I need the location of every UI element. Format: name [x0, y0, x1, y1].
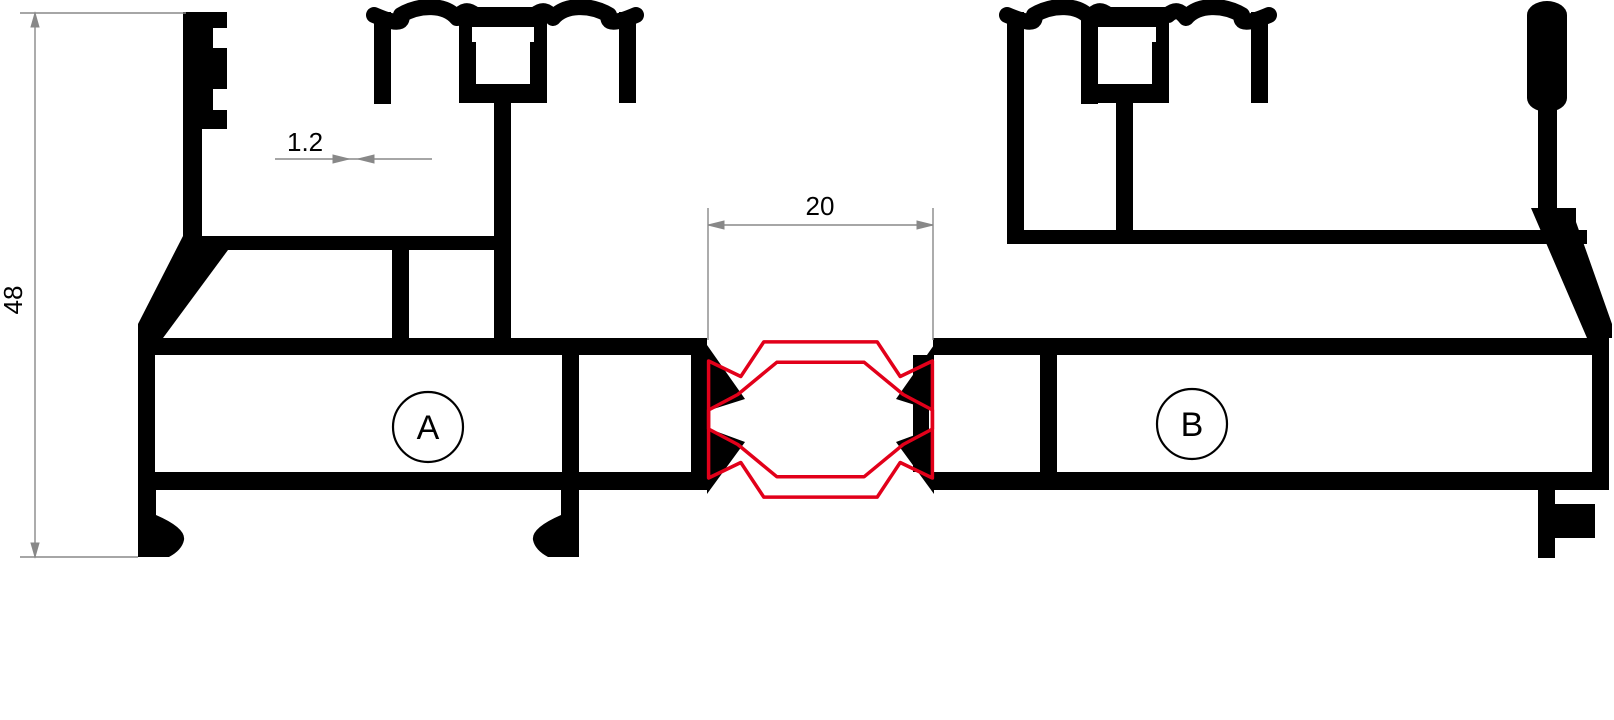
svg-text:48: 48	[0, 286, 28, 315]
svg-text:B: B	[1181, 406, 1204, 444]
svg-text:1.2: 1.2	[287, 127, 323, 157]
svg-text:A: A	[417, 409, 440, 447]
svg-text:20: 20	[806, 191, 835, 221]
